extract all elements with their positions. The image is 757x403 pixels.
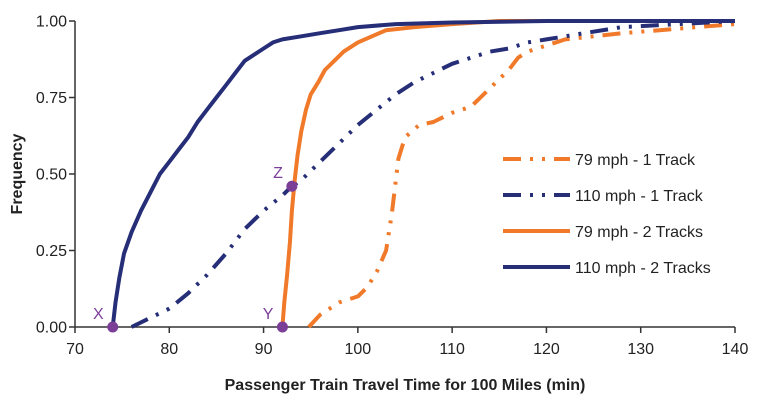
x-tick-label: 90	[255, 341, 273, 358]
x-tick-label: 100	[345, 341, 372, 358]
y-axis-title: Frequency	[9, 133, 26, 214]
y-tick-label: 0.25	[36, 243, 67, 260]
legend-label: 79 mph - 1 Track	[575, 152, 696, 169]
legend: 79 mph - 1 Track 110 mph - 1 Track 79 mph …	[503, 152, 711, 277]
x-tick-label: 110	[439, 341, 465, 358]
series-line-79-mph-2-tracks	[280, 19, 547, 328]
annotation-label-z: Z	[273, 165, 283, 182]
x-tick-label: 120	[533, 341, 560, 358]
y-tick-label: 0.75	[36, 90, 67, 107]
x-tick-label: 80	[160, 341, 178, 358]
x-tick-label: 140	[722, 341, 749, 358]
x-tick-label: 70	[66, 341, 84, 358]
annotation-point-x	[107, 321, 119, 333]
legend-label: 110 mph - 2 Tracks	[575, 260, 711, 277]
annotation-label-y: Y	[263, 306, 274, 323]
legend-label: 79 mph - 2 Tracks	[575, 224, 703, 241]
x-tick-label: 130	[627, 341, 654, 358]
annotation-label-x: X	[93, 306, 104, 323]
annotation-point-z	[286, 180, 298, 192]
y-tick-label: 0.00	[36, 320, 67, 337]
series-lines	[110, 19, 736, 329]
legend-label: 110 mph - 1 Track	[575, 188, 704, 205]
y-tick-label: 1.00	[36, 14, 67, 31]
x-axis-title: Passenger Train Travel Time for 100 Mile…	[225, 377, 586, 394]
series-line-79-mph-1-track	[307, 22, 736, 329]
series-line-110-mph-2-tracks	[110, 19, 735, 328]
annotation-point-y	[276, 321, 288, 333]
y-tick-label: 0.50	[36, 167, 67, 184]
series-line-110-mph-1-track	[130, 19, 736, 329]
annotations: X Y Z	[93, 165, 298, 333]
axes: 0.00 0.25 0.50 0.75 1.00 70 80 90 100 110 120 130 14…	[36, 14, 749, 359]
